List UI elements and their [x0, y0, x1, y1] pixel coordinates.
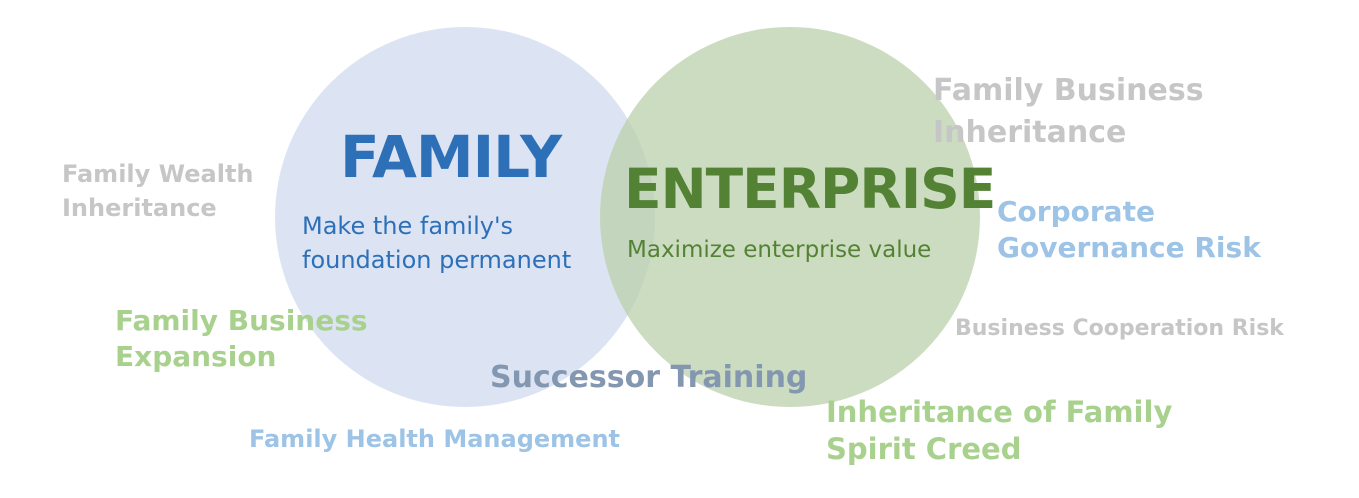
enterprise-subtitle: Maximize enterprise value — [627, 237, 932, 263]
family-wealth-inheritance-label: Family Wealth Inheritance — [62, 157, 254, 225]
family-health-management-label: Family Health Management — [249, 425, 621, 453]
enterprise-circle — [600, 27, 980, 407]
family-business-expansion-line-1: Family Business — [115, 304, 368, 337]
family-business-expansion-line-2: Expansion — [115, 340, 277, 373]
family-circle — [275, 27, 655, 407]
corporate-governance-risk-line-2: Governance Risk — [997, 231, 1261, 264]
family-business-inheritance-label: Family Business Inheritance — [933, 70, 1204, 154]
family-business-inheritance-line-1: Family Business — [933, 73, 1204, 108]
family-subtitle: Make the family's foundation permanent — [302, 209, 571, 277]
family-business-inheritance-line-2: Inheritance — [933, 115, 1127, 150]
family-business-expansion-label: Family Business Expansion — [115, 303, 368, 375]
enterprise-title: ENTERPRISE — [624, 157, 996, 221]
successor-training-label: Successor Training — [490, 360, 808, 395]
family-wealth-inheritance-line-1: Family Wealth — [62, 160, 254, 188]
corporate-governance-risk-line-1: Corporate — [997, 195, 1155, 228]
family-title: FAMILY — [340, 123, 562, 191]
family-subtitle-line-1: Make the family's — [302, 212, 514, 240]
family-wealth-inheritance-line-2: Inheritance — [62, 194, 217, 222]
family-subtitle-line-2: foundation permanent — [302, 246, 572, 274]
business-cooperation-risk-label: Business Cooperation Risk — [955, 316, 1284, 341]
inheritance-family-spirit-creed-line-1: Inheritance of Family — [826, 395, 1173, 429]
inheritance-family-spirit-creed-label: Inheritance of Family Spirit Creed — [826, 394, 1172, 468]
corporate-governance-risk-label: Corporate Governance Risk — [997, 194, 1261, 266]
inheritance-family-spirit-creed-line-2: Spirit Creed — [826, 432, 1022, 466]
